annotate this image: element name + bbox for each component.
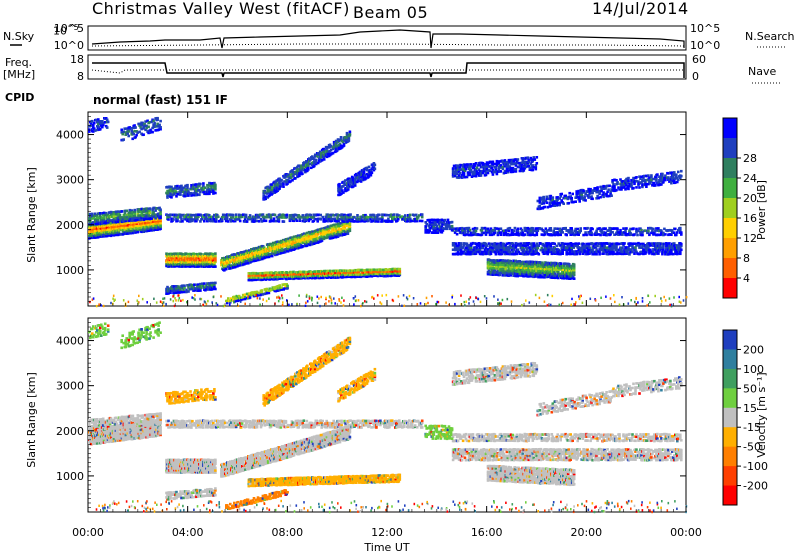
power-scatter [88,116,688,308]
power-cbar-tick: 24 [743,172,757,185]
velocity-cbar-seg [723,485,737,506]
noise-panel-frame [87,25,687,51]
velocity-cbar-seg [723,368,737,389]
freq-tick-8: 8 [77,70,84,83]
velocity-cbar-tick: -15 [743,421,761,434]
noise-tick-top: 10^5 [53,23,79,38]
velocity-ylabel: Slant Range [km] [25,372,38,468]
power-cbar-tick: 20 [743,192,757,205]
cpid-label: CPID [5,91,35,104]
power-cbar-seg [723,198,737,219]
noise-search-trace [91,43,685,47]
xtick-label-6: 00:00 [670,526,702,539]
velocity-cbar-tick: 200 [743,343,764,356]
velocity-cbar-seg [723,388,737,409]
noise-right-tick-1e0: 10^0 [690,39,720,52]
cpid-value: normal (fast) 151 IF [93,93,228,107]
power-cbar-label: Power [dB] [755,180,768,240]
velocity-cbar-seg [723,349,737,370]
velocity-cbar-seg [723,407,737,428]
velocity-cbar-seg [723,466,737,487]
power-cbar-seg [723,218,737,239]
noise-right-tick-1e5: 10^5 [690,22,720,35]
noise-tick-1e0: 10^0 [54,39,84,52]
power-cbar-seg [723,178,737,199]
velocity-colorbar: 200 100 50 15 -15 -50 -100 -200 [722,329,768,506]
power-cbar-seg [723,158,737,179]
power-ytick-label-3000: 3000 [56,174,84,187]
velocity-ytick-label-4000: 4000 [56,335,84,348]
beam-label: Beam 05 [353,3,429,22]
power-cbar-tick: 4 [743,272,750,285]
velocity-cbar-tick: -100 [743,460,768,473]
xtick-label-0: 00:00 [72,526,104,539]
xtick-label-1: 04:00 [172,526,204,539]
nave-tick-0: 0 [692,70,699,83]
freq-trace [92,62,685,78]
power-ytick-label-1000: 1000 [56,264,84,277]
velocity-cbar-tick: 100 [743,363,764,376]
power-ytick-label-2000: 2000 [56,219,84,232]
freq-tick-18: 18 [70,53,84,66]
velocity-cbar-tick: 15 [743,402,757,415]
velocity-ytick-label-2000: 2000 [56,425,84,438]
power-cbar-seg [723,238,737,259]
noise-tick-1e5: 10^5 [54,22,84,35]
velocity-cbar-tick: -50 [743,441,761,454]
power-cbar-tick: 12 [743,232,757,245]
date-label: 14/Jul/2014 [592,0,689,18]
velocity-ytick-label-3000: 3000 [56,380,84,393]
power-cbar-seg [723,278,737,299]
freq-label-1: Freq. [5,56,33,69]
velocity-ytick-label-1000: 1000 [56,470,84,483]
velocity-cbar-tick: 50 [743,382,757,395]
power-cbar-tick: 16 [743,212,757,225]
nave-label: Nave [748,65,777,78]
power-cbar-seg [723,138,737,159]
nsearch-label: N.Search [745,30,795,43]
power-cbar-seg [723,118,737,139]
velocity-cbar-seg [723,427,737,448]
xtick-label-5: 20:00 [570,526,602,539]
power-cbar-seg [723,258,737,279]
velocity-cbar-label: Velocity [m s⁻¹] [755,372,768,457]
x-axis-title: Time UT [363,541,409,554]
power-colorbar: 4 8 12 16 20 24 28 [722,117,757,299]
xtick-label-2: 08:00 [271,526,303,539]
station-title: Christmas Valley West (fitACF) [92,0,350,18]
xtick-label-3: 12:00 [371,526,403,539]
nave-tick-60: 60 [692,53,706,66]
power-ylabel: Slant Range [km] [25,167,38,263]
velocity-cbar-seg [723,330,737,350]
velocity-cbar-tick: -200 [743,480,768,493]
power-cbar-tick: 28 [743,152,757,165]
noise-sky-trace [91,29,685,49]
freq-label-2: [MHz] [3,68,36,81]
nsky-label: N.Sky [3,30,35,43]
freq-panel-frame [87,54,687,80]
xtick-label-4: 16:00 [471,526,503,539]
velocity-scatter [88,321,688,514]
power-cbar-tick: 8 [743,252,750,265]
velocity-cbar-seg [723,446,737,467]
power-ytick-label-4000: 4000 [56,129,84,142]
